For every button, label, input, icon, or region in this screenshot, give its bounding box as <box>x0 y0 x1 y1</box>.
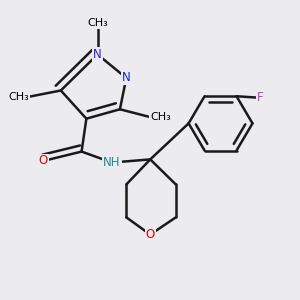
Text: F: F <box>257 91 264 104</box>
Text: O: O <box>146 228 155 241</box>
Text: O: O <box>39 154 48 167</box>
Text: N: N <box>93 48 102 61</box>
Text: NH: NH <box>103 156 121 169</box>
Text: CH₃: CH₃ <box>150 112 171 122</box>
Text: CH₃: CH₃ <box>8 92 29 102</box>
Text: CH₃: CH₃ <box>87 18 108 28</box>
Text: N: N <box>122 71 131 85</box>
